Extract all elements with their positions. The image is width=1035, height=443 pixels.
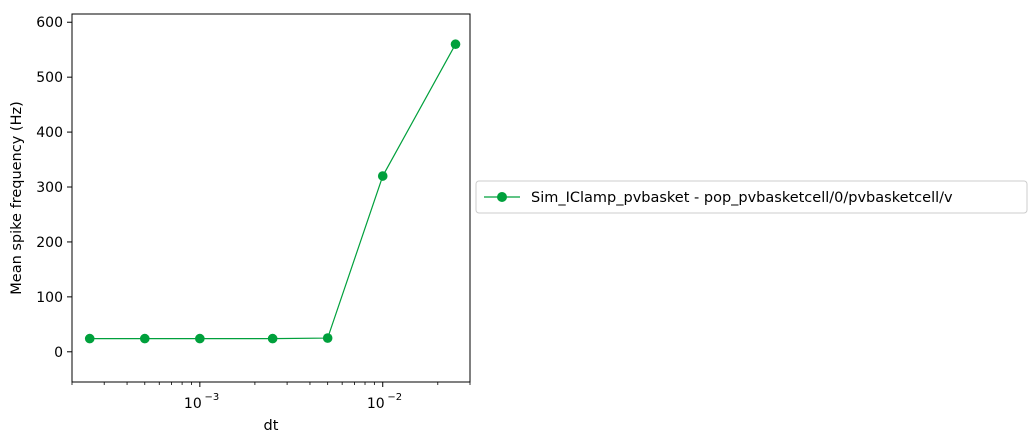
data-point: [195, 333, 205, 344]
y-tick-label: 0: [54, 345, 63, 361]
data-point: [377, 171, 388, 181]
x-tick-label: 10: [184, 396, 202, 412]
y-tick-label: 100: [36, 290, 63, 306]
x-tick-label: 10: [367, 396, 385, 412]
x-tick-exponent: −2: [387, 392, 402, 403]
x-axis-label: dt: [264, 418, 279, 434]
legend-entry-label: Sim_IClamp_pvbasket - pop_pvbasketcell/0…: [531, 190, 953, 206]
y-axis: 0 100 200 300 400 500 600: [36, 15, 72, 361]
y-tick-label: 200: [36, 235, 63, 251]
y-tick-label: 400: [36, 125, 63, 141]
x-axis: 10 −3 10 −2: [71, 382, 471, 412]
data-point: [450, 39, 461, 50]
legend: Sim_IClamp_pvbasket - pop_pvbasketcell/0…: [475, 180, 1028, 214]
x-tick-exponent: −3: [204, 392, 219, 403]
legend-frame: [475, 180, 1028, 214]
y-axis-label: Mean spike frequency (Hz): [9, 101, 25, 294]
legend-marker: [497, 192, 507, 202]
data-point: [84, 333, 95, 344]
plot-area: [71, 13, 471, 383]
data-point: [267, 333, 278, 344]
y-tick-label: 300: [36, 180, 63, 196]
y-tick-label: 500: [36, 70, 63, 86]
series-layer: [84, 39, 461, 344]
y-tick-label: 600: [36, 15, 63, 31]
data-point: [322, 333, 333, 343]
data-point: [139, 333, 150, 344]
